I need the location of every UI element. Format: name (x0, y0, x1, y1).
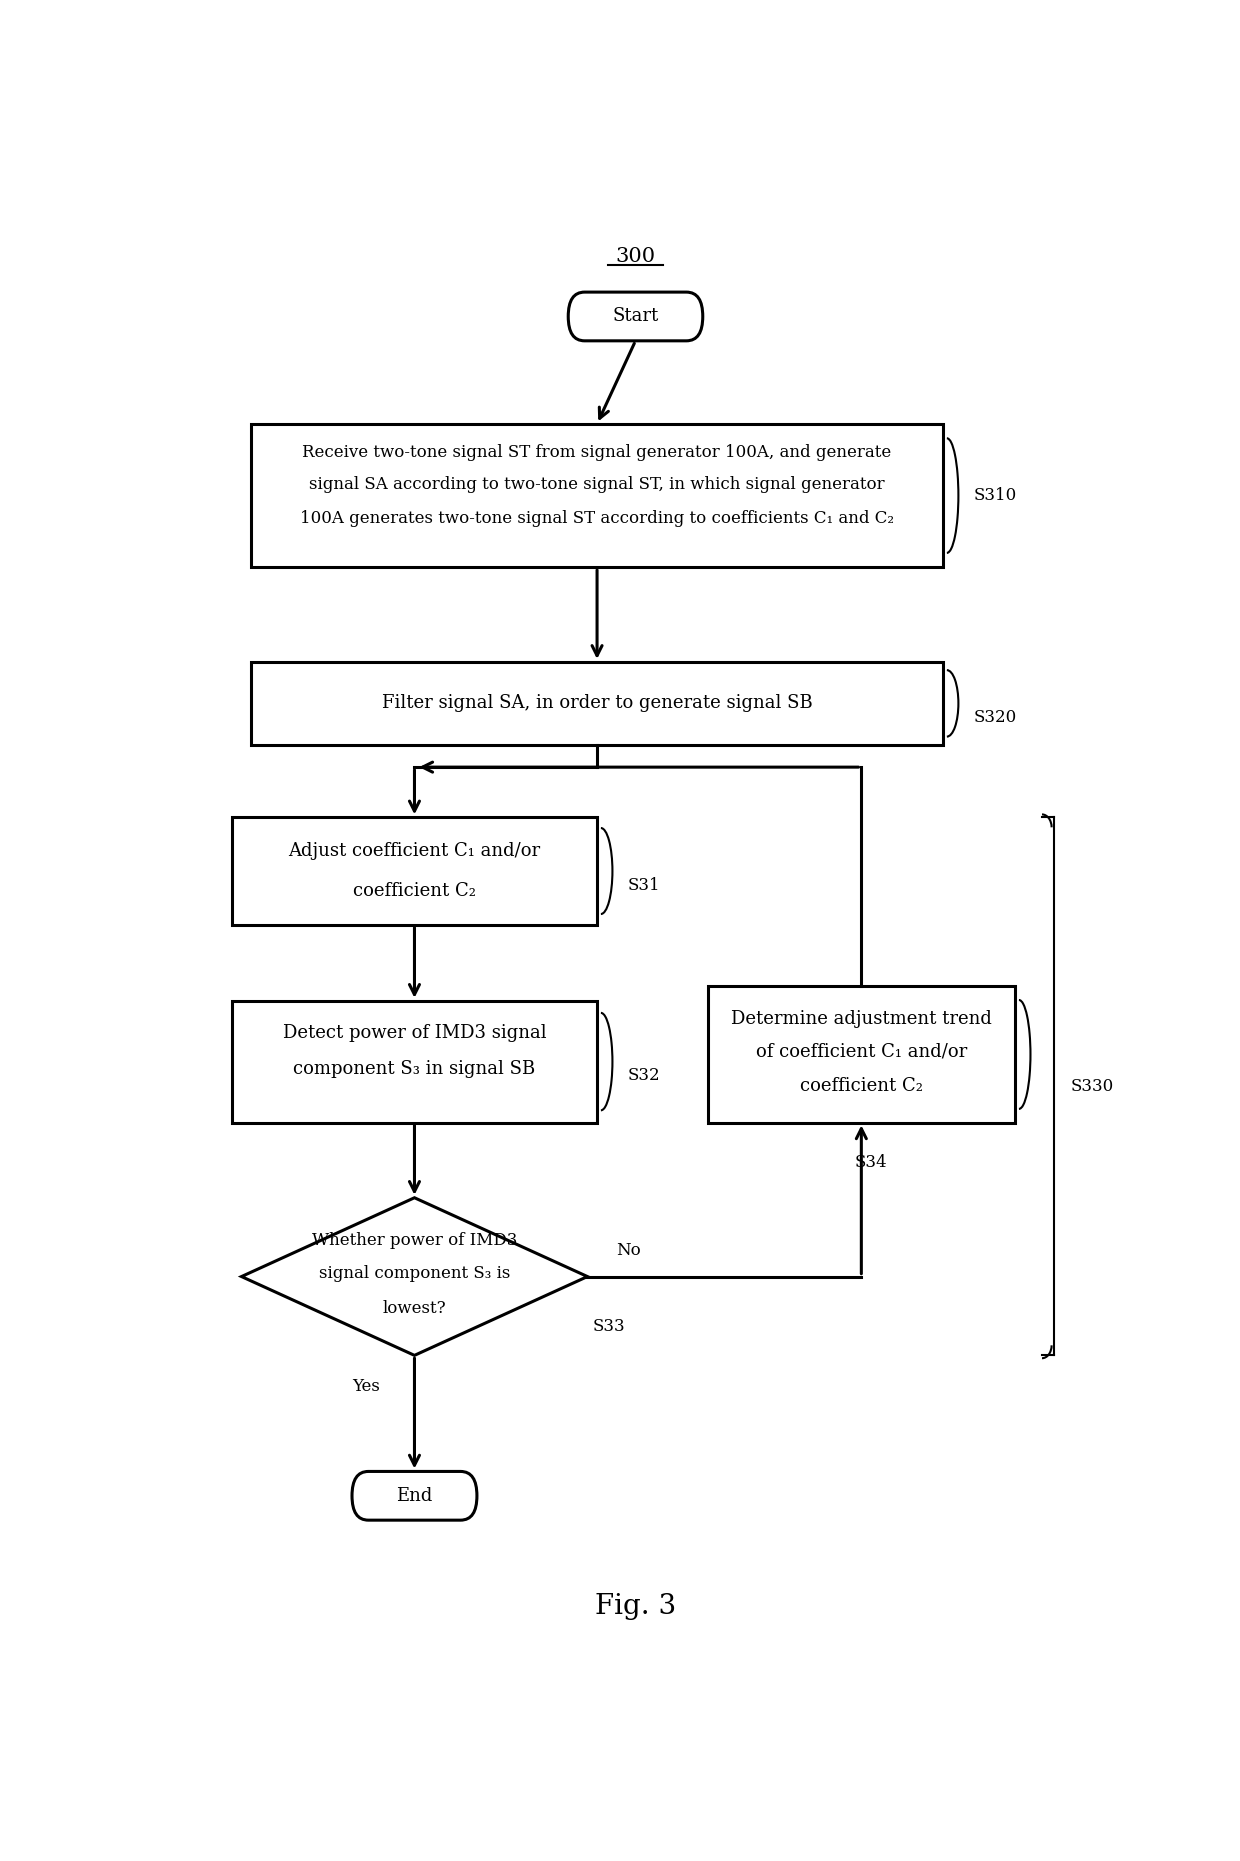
FancyBboxPatch shape (568, 292, 703, 341)
Text: signal SA according to two-tone signal ST, in which signal generator: signal SA according to two-tone signal S… (309, 476, 885, 493)
Text: 300: 300 (615, 248, 656, 266)
FancyBboxPatch shape (352, 1472, 477, 1520)
Bar (250, 663, 942, 744)
Text: of coefficient C₁ and/or: of coefficient C₁ and/or (755, 1042, 967, 1061)
Text: S330: S330 (1071, 1078, 1114, 1094)
Text: End: End (397, 1487, 433, 1506)
Text: Determine adjustment trend: Determine adjustment trend (730, 1011, 992, 1027)
Text: Detect power of IMD3 signal: Detect power of IMD3 signal (283, 1024, 547, 1042)
Text: signal component S₃ is: signal component S₃ is (319, 1265, 510, 1282)
Text: component S₃ in signal SB: component S₃ in signal SB (294, 1059, 536, 1078)
Text: No: No (616, 1243, 641, 1260)
Bar (232, 817, 596, 925)
Text: Adjust coefficient C₁ and/or: Adjust coefficient C₁ and/or (289, 841, 541, 860)
Text: S310: S310 (973, 488, 1017, 504)
Text: S33: S33 (593, 1318, 625, 1334)
Text: lowest?: lowest? (383, 1299, 446, 1316)
Text: coefficient C₂: coefficient C₂ (353, 882, 476, 901)
Text: S31: S31 (627, 877, 661, 893)
Text: Fig. 3: Fig. 3 (595, 1593, 676, 1619)
Bar (708, 986, 1016, 1122)
Text: 100A generates two-tone signal ST according to coefficients C₁ and C₂: 100A generates two-tone signal ST accord… (300, 510, 894, 527)
Text: Receive two-tone signal ST from signal generator 100A, and generate: Receive two-tone signal ST from signal g… (303, 445, 892, 462)
Text: S32: S32 (627, 1068, 661, 1085)
Text: Start: Start (613, 307, 658, 326)
Text: S320: S320 (973, 709, 1017, 726)
Text: Whether power of IMD3: Whether power of IMD3 (311, 1232, 517, 1249)
Text: Yes: Yes (352, 1379, 381, 1396)
Text: S34: S34 (854, 1154, 888, 1171)
Polygon shape (242, 1198, 588, 1355)
Text: Filter signal SA, in order to generate signal SB: Filter signal SA, in order to generate s… (382, 694, 812, 713)
Bar (232, 1001, 596, 1122)
Bar (250, 424, 942, 568)
Text: coefficient C₂: coefficient C₂ (800, 1078, 923, 1094)
